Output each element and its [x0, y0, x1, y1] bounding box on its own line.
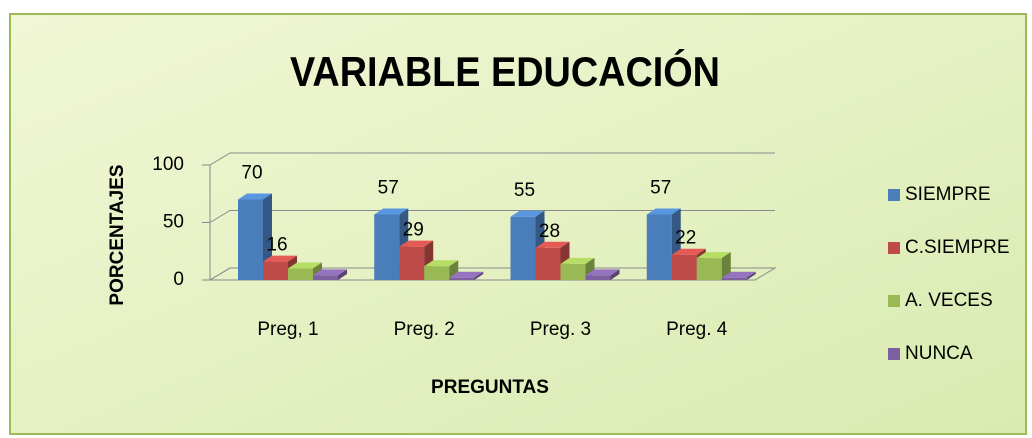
data-label: 22 [675, 228, 696, 249]
bar-side [721, 252, 731, 280]
bar [424, 266, 450, 280]
y-tick-label: 0 [173, 269, 184, 290]
data-label: 57 [650, 177, 671, 198]
bar-top [399, 240, 434, 247]
bar [510, 216, 536, 280]
data-label: 70 [241, 163, 262, 184]
bar [263, 261, 288, 280]
bar-side [474, 271, 484, 280]
y-axis-label: PORCENTAJES [107, 164, 128, 305]
bar-side [610, 269, 620, 280]
bar [560, 263, 586, 280]
data-label: 55 [514, 180, 535, 201]
legend-swatch [888, 348, 900, 360]
bar [671, 254, 697, 280]
x-axis-label: PREGUNTAS [431, 377, 549, 398]
bar-top [721, 271, 756, 278]
bar-top [646, 208, 681, 215]
legend-label: A. VECES [905, 290, 993, 311]
data-label: 16 [266, 235, 287, 256]
bar-top [510, 210, 545, 217]
legend-swatch [888, 295, 900, 307]
x-tick-label: Preg. 2 [394, 319, 455, 340]
legend-swatch [888, 242, 900, 254]
bar [696, 258, 722, 280]
y-tick-label: 100 [152, 154, 184, 175]
bar [585, 275, 611, 280]
grid-line [209, 152, 775, 166]
legend-label: C.SIEMPRE [905, 237, 1010, 258]
legend-swatch [888, 189, 900, 201]
bar-top [585, 269, 620, 276]
legend-label: SIEMPRE [905, 184, 991, 205]
bar [374, 214, 400, 280]
bar-side [746, 271, 756, 280]
bar-top [449, 271, 484, 278]
data-label: 29 [403, 220, 424, 241]
bar-top [263, 255, 297, 262]
y-tick-label: 50 [163, 212, 184, 233]
bar [399, 246, 425, 280]
legend-label: NUNCA [905, 343, 973, 364]
bar [449, 277, 475, 280]
x-tick-label: Preg, 1 [257, 319, 318, 340]
x-tick-label: Preg. 3 [530, 319, 591, 340]
chart-title: VARIABLE EDUCACIÓN [290, 47, 720, 95]
bar-top [313, 269, 347, 276]
bar-top [535, 241, 570, 248]
bar-top [424, 260, 459, 267]
data-label: 28 [539, 221, 560, 242]
bar [238, 199, 263, 280]
bar-top [696, 252, 731, 259]
bar-top [288, 262, 322, 269]
bar-top [238, 193, 272, 200]
bar-top [671, 248, 706, 255]
bar-top [560, 257, 595, 264]
bar [646, 214, 672, 280]
bar-top [374, 208, 409, 215]
bar [313, 275, 338, 280]
bar [288, 268, 313, 280]
bar [721, 277, 747, 280]
data-label: 57 [378, 177, 399, 198]
bar [535, 247, 561, 280]
grid-line [209, 210, 775, 223]
bar-side [338, 269, 347, 280]
x-tick-label: Preg. 4 [666, 319, 728, 340]
